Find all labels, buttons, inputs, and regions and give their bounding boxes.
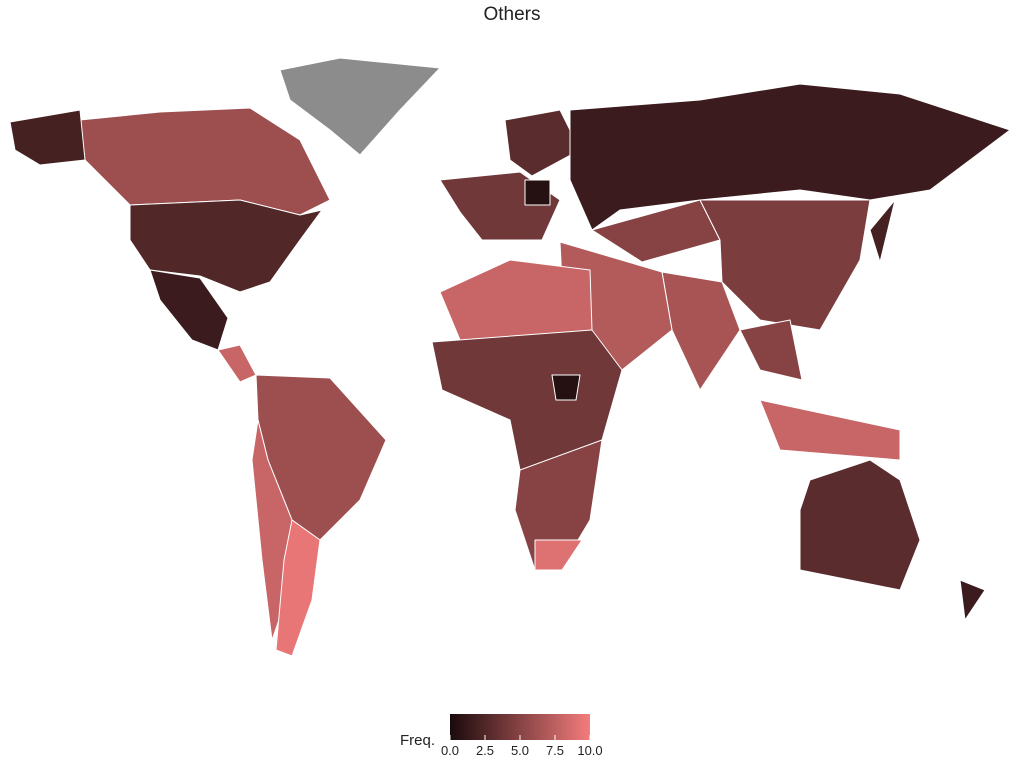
country xyxy=(739,319,803,381)
country xyxy=(439,259,593,341)
country xyxy=(869,199,896,263)
country xyxy=(79,107,331,216)
country xyxy=(799,459,921,591)
colorbar-tick-label: 5.0 xyxy=(511,743,529,758)
country xyxy=(275,519,321,657)
country xyxy=(279,57,441,156)
country xyxy=(504,109,581,177)
country xyxy=(759,399,901,461)
country xyxy=(9,109,86,166)
country xyxy=(217,344,257,383)
country xyxy=(959,579,986,621)
regions xyxy=(9,57,1011,657)
colorbar-tick-label: 7.5 xyxy=(546,743,564,758)
legend: 0.0 2.5 5.0 7.5 10.0 xyxy=(441,735,603,758)
map-title: Others xyxy=(483,4,540,25)
country xyxy=(551,374,581,401)
country xyxy=(524,179,551,206)
country xyxy=(129,199,323,293)
country xyxy=(534,539,583,571)
colorbar-tick-label: 10.0 xyxy=(577,743,602,758)
colorbar-tick-label: 2.5 xyxy=(476,743,494,758)
country xyxy=(661,271,741,391)
legend-title: Freq. xyxy=(400,732,435,749)
colorbar-tick-label: 0.0 xyxy=(441,743,459,758)
